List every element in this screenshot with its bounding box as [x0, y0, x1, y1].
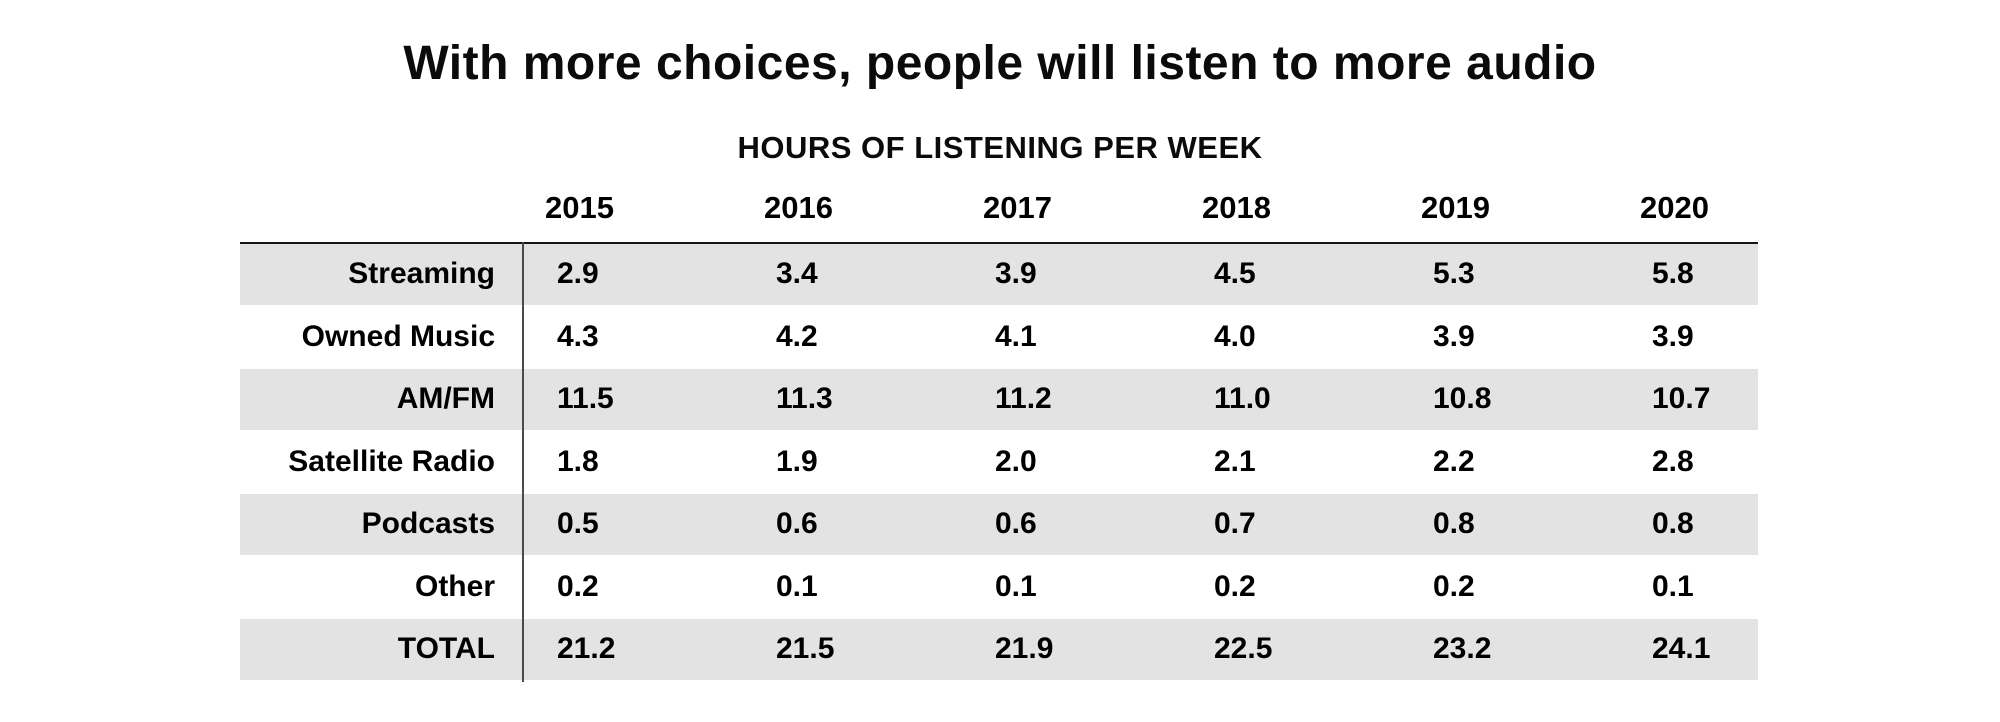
- row-label: Podcasts: [361, 507, 495, 541]
- row-label: Owned Music: [301, 319, 495, 353]
- value-cell: 0.2: [1433, 569, 1475, 603]
- listening-hours-table: 2015 2016 2017 2018 2019 2020 Streaming 2.9 3.4…: [240, 180, 1758, 682]
- value-cell: 2.2: [1433, 444, 1475, 478]
- table-row: Podcasts 0.5 0.6 0.6 0.7 0.8 0.8: [240, 494, 1758, 557]
- value-cell: 2.9: [557, 257, 599, 291]
- table-row: Owned Music 4.3 4.2 4.1 4.0 3.9 3.9: [240, 307, 1758, 369]
- value-cell: 4.1: [995, 319, 1037, 353]
- value-cell: 11.0: [1214, 382, 1271, 416]
- value-cell: 22.5: [1214, 632, 1273, 666]
- value-cell: 0.8: [1652, 507, 1694, 541]
- table-body: Streaming 2.9 3.4 3.9 4.5 5.3 5.8 Owned Music 4.…: [240, 244, 1758, 682]
- row-label: Streaming: [348, 257, 495, 291]
- table-subtitle: HOURS OF LISTENING PER WEEK: [737, 130, 1263, 165]
- value-cell: 21.5: [776, 632, 835, 666]
- value-cell: 11.5: [557, 382, 614, 416]
- value-cell: 21.2: [557, 632, 616, 666]
- value-cell: 5.8: [1652, 257, 1694, 291]
- value-cell: 3.9: [995, 257, 1037, 291]
- value-cell: 0.2: [1214, 569, 1256, 603]
- value-cell: 24.1: [1652, 632, 1711, 666]
- year-header-cell: 2020: [1640, 190, 1709, 225]
- table-row: Other 0.2 0.1 0.1 0.2 0.2 0.1: [240, 557, 1758, 619]
- table-row: TOTAL 21.2 21.5 21.9 22.5 23.2 24.1: [240, 619, 1758, 682]
- label-column-divider: [522, 242, 524, 682]
- value-cell: 4.5: [1214, 257, 1256, 291]
- value-cell: 2.8: [1652, 444, 1694, 478]
- value-cell: 11.3: [776, 382, 833, 416]
- header-label-spacer: [240, 180, 523, 242]
- value-cell: 1.8: [557, 444, 599, 478]
- row-label: AM/FM: [396, 382, 495, 416]
- value-cell: 2.0: [995, 444, 1037, 478]
- table-top-rule: [240, 242, 1758, 244]
- table-row: Streaming 2.9 3.4 3.9 4.5 5.3 5.8: [240, 244, 1758, 307]
- value-cell: 0.2: [557, 569, 599, 603]
- year-header-cell: 2017: [983, 190, 1052, 225]
- value-cell: 3.9: [1652, 319, 1694, 353]
- value-cell: 4.0: [1214, 319, 1256, 353]
- value-cell: 4.3: [557, 319, 599, 353]
- page-title: With more choices, people will listen to…: [403, 37, 1597, 90]
- year-header-cell: 2018: [1202, 190, 1271, 225]
- table-header-row: 2015 2016 2017 2018 2019 2020: [240, 180, 1758, 242]
- value-cell: 4.2: [776, 319, 818, 353]
- value-cell: 2.1: [1214, 444, 1256, 478]
- value-cell: 21.9: [995, 632, 1054, 666]
- value-cell: 0.1: [1652, 569, 1694, 603]
- row-label: Other: [414, 569, 495, 603]
- value-cell: 23.2: [1433, 632, 1492, 666]
- year-header-cell: 2016: [764, 190, 833, 225]
- row-label: TOTAL: [397, 632, 495, 666]
- value-cell: 0.7: [1214, 507, 1256, 541]
- value-cell: 10.7: [1652, 382, 1711, 416]
- year-header-cell: 2015: [545, 190, 614, 225]
- value-cell: 0.1: [776, 569, 818, 603]
- value-cell: 3.9: [1433, 319, 1475, 353]
- value-cell: 1.9: [776, 444, 818, 478]
- value-cell: 10.8: [1433, 382, 1492, 416]
- value-cell: 0.1: [995, 569, 1037, 603]
- table-row: Satellite Radio 1.8 1.9 2.0 2.1 2.2 2.8: [240, 432, 1758, 494]
- value-cell: 3.4: [776, 257, 818, 291]
- year-header-cell: 2019: [1421, 190, 1490, 225]
- value-cell: 11.2: [995, 382, 1052, 416]
- row-label: Satellite Radio: [288, 444, 495, 478]
- table-row: AM/FM 11.5 11.3 11.2 11.0 10.8 10.7: [240, 369, 1758, 432]
- value-cell: 5.3: [1433, 257, 1475, 291]
- value-cell: 0.8: [1433, 507, 1475, 541]
- value-cell: 0.6: [995, 507, 1037, 541]
- value-cell: 0.6: [776, 507, 818, 541]
- value-cell: 0.5: [557, 507, 599, 541]
